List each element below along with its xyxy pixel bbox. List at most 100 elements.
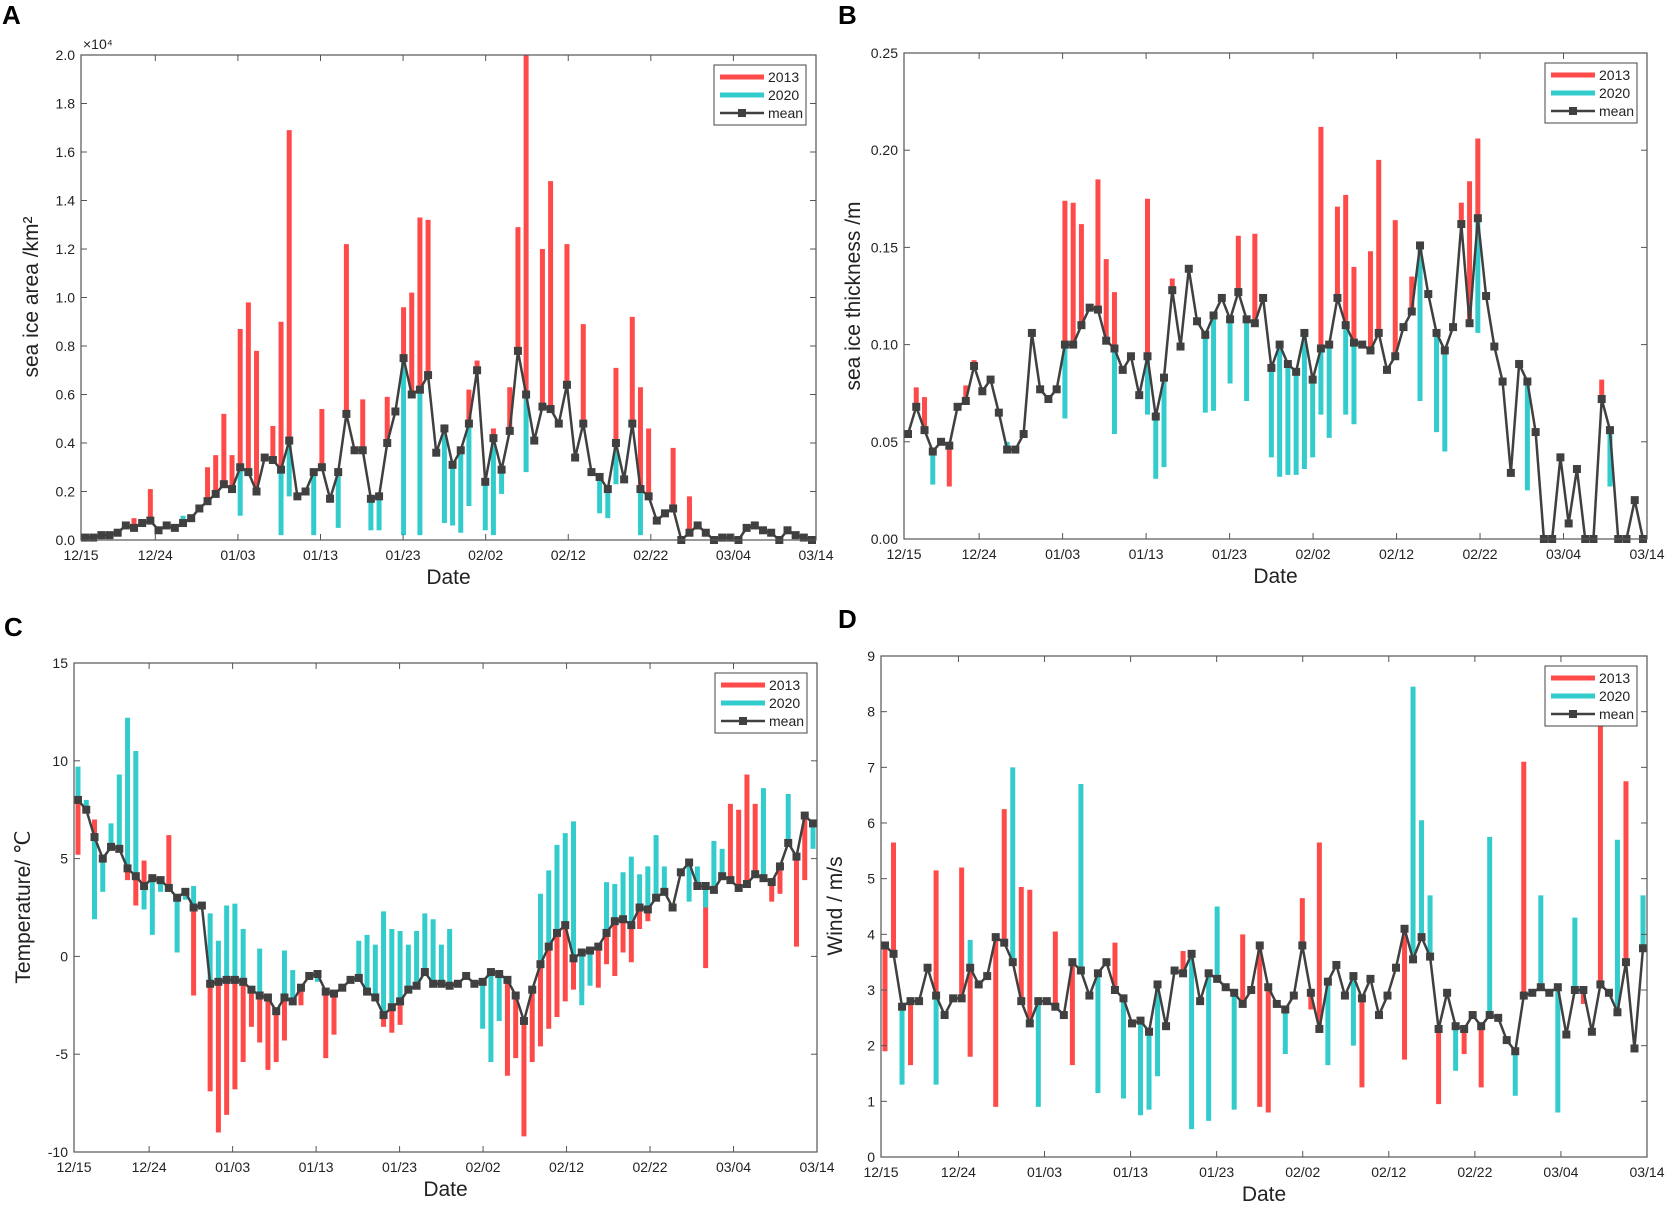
mean-marker <box>1366 974 1375 983</box>
mean-marker <box>635 903 644 912</box>
x-tick-label: 02/22 <box>1457 1164 1492 1180</box>
mean-marker <box>1136 1016 1145 1025</box>
mean-marker <box>1298 941 1307 950</box>
mean-marker <box>375 492 384 501</box>
mean-marker <box>1515 360 1524 369</box>
x-tick-label: 02/02 <box>468 547 503 563</box>
mean-marker <box>881 941 889 950</box>
mean-marker <box>121 521 130 530</box>
mean-marker <box>424 371 433 380</box>
mean-marker <box>1597 395 1606 404</box>
mean-marker <box>1506 468 1515 477</box>
mean-marker <box>1374 328 1383 337</box>
y-tick-label: -10 <box>48 1144 68 1160</box>
mean-marker <box>966 963 975 972</box>
mean-marker <box>1630 1044 1639 1053</box>
mean-marker <box>1184 264 1193 273</box>
x-tick-label: 02/02 <box>1296 546 1331 562</box>
x-tick-label: 01/23 <box>1212 546 1247 562</box>
mean-marker <box>759 874 768 883</box>
x-tick-label: 12/15 <box>56 1159 91 1175</box>
mean-marker <box>685 858 694 867</box>
mean-marker <box>775 862 784 871</box>
mean-marker <box>228 485 237 494</box>
mean-marker <box>668 903 677 912</box>
mean-marker <box>1238 999 1247 1008</box>
y-tick-label: 4 <box>867 926 875 942</box>
mean-marker <box>1145 1027 1154 1036</box>
mean-marker <box>1315 1024 1324 1033</box>
mean-marker <box>260 453 269 462</box>
mean-marker <box>82 805 91 814</box>
mean-marker <box>321 987 330 996</box>
mean-marker <box>1383 991 1392 1000</box>
mean-marker <box>1003 445 1012 454</box>
mean-marker <box>189 903 198 912</box>
mean-marker <box>742 880 751 889</box>
mean-marker <box>252 487 261 496</box>
x-tick-label: 02/22 <box>1463 546 1498 562</box>
panel-b: B 0.00 0.05 0.10 0.15 0.20 0.25 12/15 12/24 01/03… <box>838 0 1665 588</box>
mean-marker <box>432 448 441 457</box>
mean-marker <box>928 447 937 456</box>
mean-marker <box>750 521 759 530</box>
mean-marker <box>330 989 339 998</box>
mean-marker <box>660 887 669 896</box>
mean-marker <box>619 915 628 924</box>
mean-marker <box>1485 1011 1494 1020</box>
mean-marker <box>244 468 253 477</box>
mean-marker <box>268 455 277 464</box>
mean-marker <box>383 439 392 447</box>
mean-marker <box>652 893 661 902</box>
x-axis-label: Date <box>426 566 470 589</box>
mean-marker <box>366 494 375 503</box>
mean-marker <box>1176 342 1185 351</box>
mean-marker <box>1399 323 1408 332</box>
mean-marker <box>146 516 155 525</box>
mean-marker <box>800 811 809 820</box>
legend-label: mean <box>769 713 804 729</box>
mean-marker <box>179 519 188 528</box>
x-tick-label: 12/24 <box>132 1159 167 1175</box>
mean-marker <box>991 933 1000 942</box>
mean-marker <box>1027 328 1036 337</box>
mean-marker <box>1465 319 1474 328</box>
mean-marker <box>1213 974 1222 983</box>
mean-marker <box>391 407 400 416</box>
mean-marker <box>387 1003 396 1012</box>
mean-marker <box>932 991 941 1000</box>
x-tick-label: 03/04 <box>716 547 751 563</box>
x-tick-label: 02/12 <box>1371 1164 1406 1180</box>
x-axis-label: Date <box>423 1178 467 1201</box>
mean-marker <box>489 434 498 443</box>
x-tick-label: 03/04 <box>1546 546 1581 562</box>
mean-marker <box>1417 933 1426 942</box>
mean-marker <box>986 375 995 384</box>
mean-marker <box>404 985 413 994</box>
mean-marker <box>1426 952 1435 961</box>
panel-d: D 0 1 2 3 4 5 6 7 8 9 12/15 12/24 01/03 01/13 01/23 02/0… <box>824 604 1665 1206</box>
mean-marker <box>660 509 669 518</box>
mean-marker <box>513 346 522 355</box>
mean-marker <box>742 523 751 532</box>
mean-marker <box>1034 997 1043 1006</box>
mean-marker <box>783 526 792 535</box>
mean-marker <box>1059 1011 1068 1020</box>
mean-marker <box>148 874 157 883</box>
y-tick-label: 3 <box>867 982 875 998</box>
mean-marker <box>1300 328 1309 337</box>
mean-marker <box>718 533 727 542</box>
y-tick-label: 1.4 <box>56 193 76 209</box>
mean-marker <box>636 485 645 494</box>
mean-marker <box>1036 385 1045 394</box>
mean-marker <box>437 979 446 988</box>
x-tick-label: 02/22 <box>633 547 668 563</box>
mean-marker <box>1151 412 1160 421</box>
mean-marker <box>1077 321 1086 330</box>
y-tick-label: 10 <box>52 753 68 769</box>
panel-letter: B <box>838 0 857 30</box>
axis-exponent-label: ×10⁴ <box>83 36 113 52</box>
mean-marker <box>115 844 124 853</box>
mean-marker <box>1085 991 1094 1000</box>
mean-marker <box>214 977 223 986</box>
